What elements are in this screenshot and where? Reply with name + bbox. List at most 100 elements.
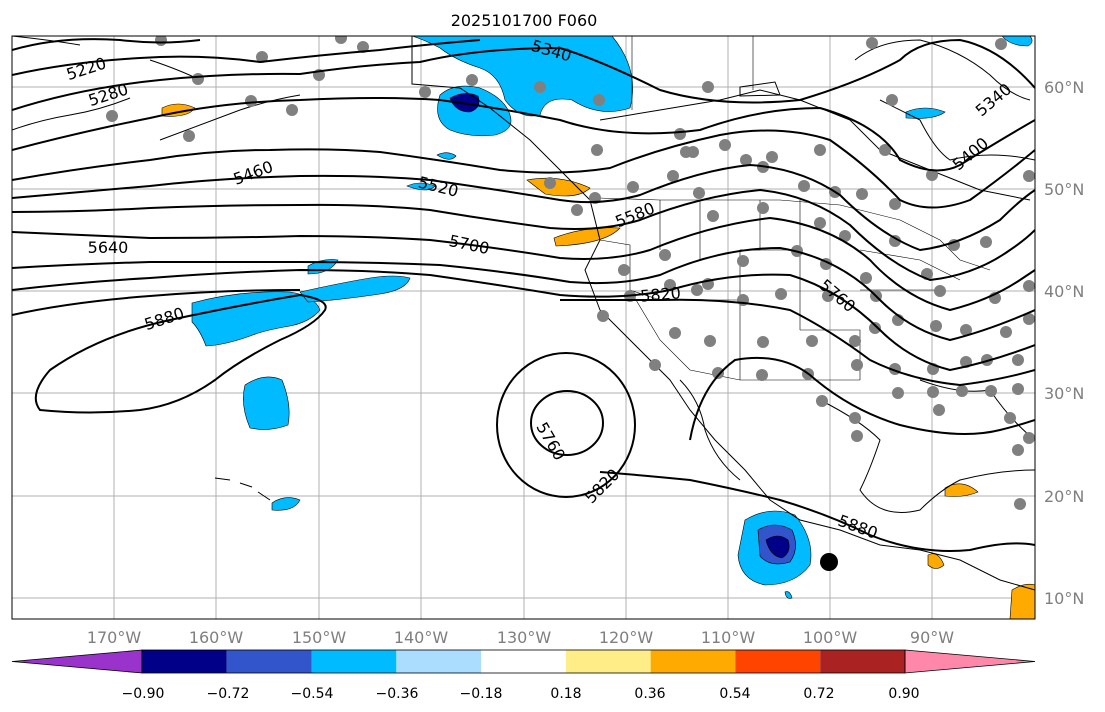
station-dot	[985, 385, 997, 397]
colorbar-segment	[735, 650, 821, 673]
lon-label: 130°W	[497, 628, 552, 647]
colorbar-extend-high	[904, 649, 1036, 674]
station-dot	[674, 128, 686, 140]
shading-layer	[161, 36, 1035, 619]
contour-5460	[12, 129, 1035, 209]
blue-region-hawaii-small	[271, 497, 301, 511]
station-dot	[669, 327, 681, 339]
contour-5760-low	[530, 390, 604, 456]
orange-patch-se	[1009, 583, 1035, 619]
contour-5880-a	[34, 293, 327, 414]
storm-marker	[820, 553, 838, 571]
station-dot	[419, 86, 431, 98]
blue-small-ne	[1001, 36, 1033, 47]
lat-label: 30°N	[1044, 384, 1084, 403]
station-dot	[757, 202, 769, 214]
station-dot	[571, 204, 583, 216]
station-dot	[1023, 432, 1035, 444]
colorbar-tick-label: −0.18	[460, 686, 503, 702]
station-dot	[1004, 412, 1016, 424]
station-dot	[956, 385, 968, 397]
colorbar-tick-labels: −0.90 −0.72 −0.54 −0.36 −0.18 0.18 0.36 …	[122, 686, 920, 702]
colorbar-tick-label: 0.72	[803, 686, 834, 702]
colorbar	[11, 649, 1036, 674]
station-dot	[704, 335, 716, 347]
colorbar-tick-label: 0.18	[550, 686, 581, 702]
station-dot	[597, 310, 609, 322]
station-dot	[593, 94, 605, 106]
colorbar-segment	[396, 650, 482, 673]
station-dot	[1023, 170, 1035, 182]
station-dot	[934, 285, 946, 297]
station-dot	[814, 144, 826, 156]
station-dot	[702, 81, 714, 93]
contour-5280	[12, 39, 481, 76]
orange-patch-gulf	[944, 483, 979, 497]
station-dot	[886, 94, 898, 106]
station-dot	[766, 151, 778, 163]
lat-label: 60°N	[1044, 78, 1084, 97]
blue-region-hawaii	[243, 376, 290, 430]
colorbar-tick-label: −0.54	[291, 686, 334, 702]
lat-label: 40°N	[1044, 282, 1084, 301]
colorbar-tick-label: −0.36	[376, 686, 419, 702]
station-dot	[851, 359, 863, 371]
station-dot	[357, 41, 369, 53]
station-dot	[860, 272, 872, 284]
station-dot	[889, 235, 901, 247]
station-dot	[466, 74, 478, 86]
height-contours	[12, 38, 1035, 552]
colorbar-tick-label: 0.36	[634, 686, 665, 702]
station-dot	[930, 320, 942, 332]
station-dot	[960, 324, 972, 336]
station-dot	[1000, 326, 1012, 338]
station-dot	[1012, 383, 1024, 395]
station-dot	[192, 73, 204, 85]
contour-5700	[12, 246, 1035, 342]
station-dot	[798, 180, 810, 192]
station-dot	[691, 284, 703, 296]
map-border	[11, 35, 1036, 620]
station-dot	[816, 395, 828, 407]
station-dot	[866, 37, 878, 49]
colorbar-segment	[565, 650, 651, 673]
station-dot	[879, 144, 891, 156]
blue-small-2	[406, 182, 436, 191]
lon-label: 100°W	[803, 628, 858, 647]
blue-region-gulf	[411, 36, 633, 117]
station-dot	[687, 146, 699, 158]
lon-label: 120°W	[599, 628, 654, 647]
station-dot	[256, 51, 268, 63]
lat-label: 10°N	[1044, 589, 1084, 608]
orange-patch-oregon	[553, 227, 621, 247]
station-dot	[980, 236, 992, 248]
station-dot	[995, 38, 1007, 50]
station-dot	[737, 255, 749, 267]
station-dot	[591, 144, 603, 156]
station-dot	[1023, 313, 1035, 325]
station-dot	[926, 169, 938, 181]
colorbar-segment	[226, 650, 312, 673]
lon-label: 170°W	[87, 628, 142, 647]
blue-region-pacific-2	[299, 275, 411, 303]
station-dot	[106, 110, 118, 122]
contour-5640	[12, 216, 1035, 312]
colorbar-segment	[820, 650, 905, 673]
contour-5520	[12, 163, 1035, 252]
colorbar-segment	[650, 650, 736, 673]
station-dot	[618, 264, 630, 276]
station-dot	[933, 404, 945, 416]
colorbar-tick-label: 0.54	[719, 686, 750, 702]
colorbar-tick-label: −0.72	[207, 686, 250, 702]
station-dot	[757, 336, 769, 348]
station-dot	[245, 95, 257, 107]
lon-label: 150°W	[292, 628, 347, 647]
map-title: 2025101700 F060	[451, 11, 598, 30]
station-dot	[667, 170, 679, 182]
lon-label: 140°W	[394, 628, 449, 647]
station-dot	[664, 279, 676, 291]
station-dot	[544, 177, 556, 189]
contour-5760-a	[12, 268, 1035, 372]
contour-5400	[12, 97, 1035, 172]
station-dot	[627, 181, 639, 193]
